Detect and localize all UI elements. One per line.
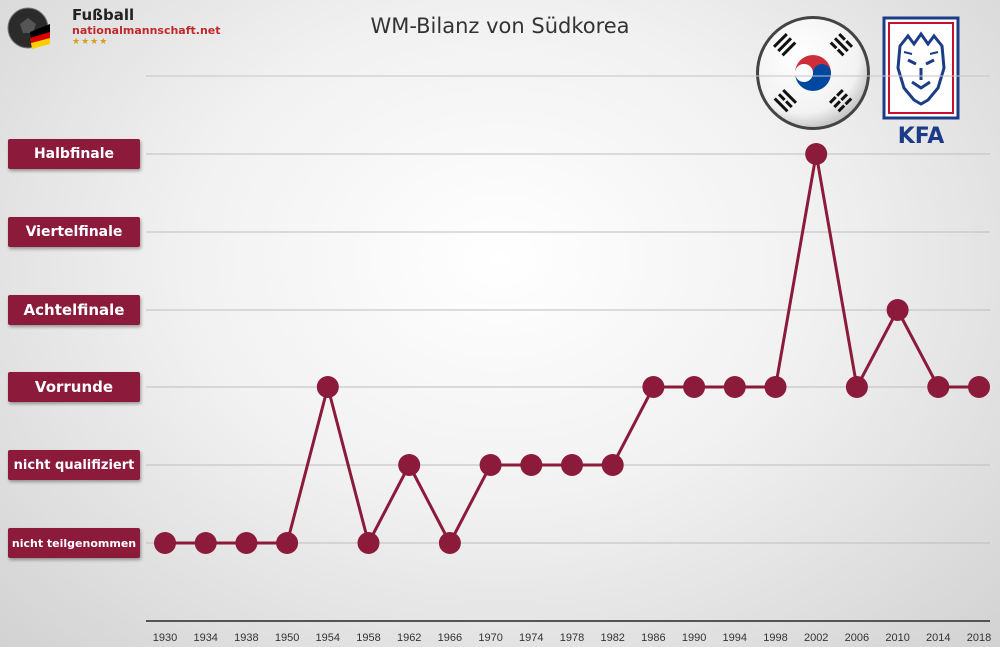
football-flag-icon <box>7 7 50 49</box>
x-tick-label: 1954 <box>316 632 340 644</box>
x-tick-label: 1966 <box>438 632 462 644</box>
level-label: nicht qualifiziert <box>8 450 140 480</box>
data-point <box>642 376 665 398</box>
level-label: nicht teilgenommen <box>8 528 140 558</box>
data-point <box>520 454 543 476</box>
data-point <box>154 532 176 554</box>
data-point <box>438 532 461 554</box>
x-tick-label: 1934 <box>193 632 217 644</box>
data-point <box>479 454 502 476</box>
x-tick-label: 2010 <box>885 632 909 644</box>
data-point <box>561 454 583 476</box>
data-point <box>968 376 990 398</box>
data-point <box>805 143 828 165</box>
level-label: Vorrunde <box>8 372 140 402</box>
x-tick-label: 1974 <box>519 632 543 644</box>
kfa-text: KFA <box>897 124 945 149</box>
x-tick-label: 1970 <box>478 632 502 644</box>
level-label: Halbfinale <box>8 139 140 169</box>
series-line <box>165 152 979 545</box>
level-label: Viertelfinale <box>8 217 140 247</box>
x-tick-label: 2002 <box>804 632 828 644</box>
x-tick-label: 1938 <box>234 632 258 644</box>
data-point <box>398 454 421 476</box>
data-point <box>276 532 299 554</box>
data-point <box>235 532 258 554</box>
chart-title: WM-Bilanz von Südkorea <box>370 14 630 38</box>
data-point <box>357 532 380 554</box>
x-tick-label: 1930 <box>153 632 177 644</box>
x-tick-label: 1998 <box>763 632 787 644</box>
data-point <box>927 376 950 398</box>
logo-stars: ★★★★ <box>72 36 109 46</box>
logo-text-line2: nationalmannschaft.net <box>72 24 221 37</box>
x-tick-label: 1978 <box>560 632 584 644</box>
data-point <box>886 299 909 321</box>
level-label: Achtelfinale <box>8 295 140 325</box>
x-tick-label: 1958 <box>356 632 380 644</box>
x-tick-label: 1962 <box>397 632 421 644</box>
x-tick-label: 2006 <box>845 632 869 644</box>
kfa-crest: KFA <box>882 16 960 150</box>
data-point <box>316 376 339 398</box>
x-tick-label: 1994 <box>723 632 747 644</box>
x-tick-label: 1990 <box>682 632 706 644</box>
x-tick-label: 1982 <box>600 632 624 644</box>
site-logo[interactable]: Fußball nationalmannschaft.net ★★★★ <box>4 4 221 52</box>
data-point <box>723 376 746 398</box>
data-point <box>764 376 787 398</box>
x-tick-label: 2014 <box>926 632 950 644</box>
kfa-tiger-crest-icon <box>882 16 960 120</box>
x-tick-label: 1986 <box>641 632 665 644</box>
data-point <box>601 454 624 476</box>
x-tick-label: 1950 <box>275 632 299 644</box>
data-point <box>845 376 868 398</box>
data-point <box>194 532 217 554</box>
logo-text-line1: Fußball <box>72 6 135 24</box>
data-point <box>683 376 706 398</box>
south-korea-flag-icon <box>756 16 870 130</box>
x-tick-label: 2018 <box>967 632 991 644</box>
